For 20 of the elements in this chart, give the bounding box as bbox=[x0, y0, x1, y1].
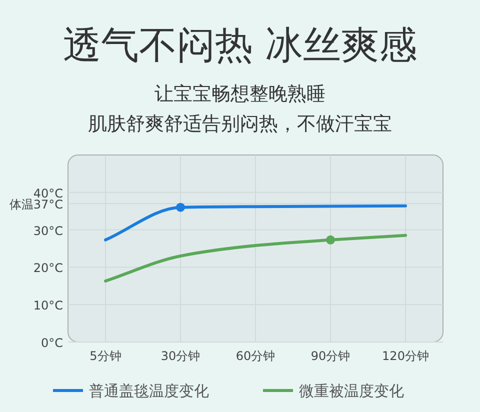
y-tick-label: 20°C bbox=[33, 261, 63, 276]
line-series bbox=[104, 204, 407, 242]
text: 肌肤舒爽舒适告别闷热，不做汗宝宝 bbox=[88, 113, 392, 135]
x-tick-label: 90分钟 bbox=[310, 349, 350, 363]
chart-title: 透气不闷热 冰丝爽感 bbox=[62, 23, 418, 67]
y-tick-label: 10°C bbox=[33, 298, 63, 313]
y-tick-label: 体温37°C bbox=[9, 198, 63, 212]
legend-item: 普通盖毯温度变化 bbox=[53, 382, 209, 400]
chart-subtitle: 让宝宝畅想整晚熟睡 bbox=[154, 83, 326, 105]
legend-label: 普通盖毯温度变化 bbox=[89, 382, 209, 400]
y-tick-label: 40°C bbox=[33, 186, 63, 200]
line-series bbox=[104, 234, 407, 283]
legend-item: 微重被温度变化 bbox=[263, 382, 404, 400]
legend-label: 微重被温度变化 bbox=[299, 382, 404, 400]
x-tick-label: 120分钟 bbox=[382, 349, 429, 363]
y-tick-label: 30°C bbox=[33, 224, 63, 238]
y-tick-label: 0°C bbox=[40, 336, 63, 350]
x-tick-label: 5分钟 bbox=[90, 349, 122, 363]
x-tick-label: 30分钟 bbox=[160, 349, 200, 363]
x-tick-label: 60分钟 bbox=[236, 349, 276, 363]
